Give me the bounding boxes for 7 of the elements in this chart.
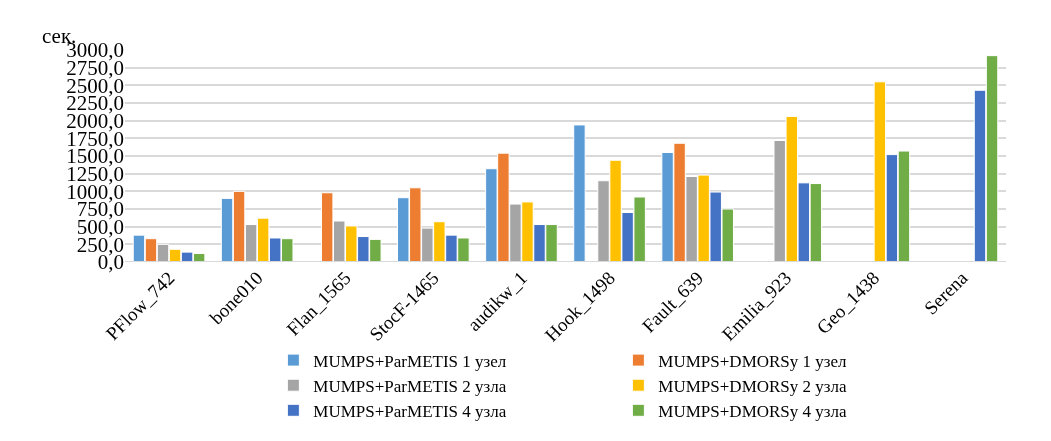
legend-label: MUMPS+DMORSy 2 узла — [658, 376, 848, 396]
bar — [573, 124, 586, 262]
legend-label: MUMPS+ParMETIS 1 узел — [313, 351, 507, 371]
legend-label: MUMPS+ParMETIS 2 узла — [313, 376, 507, 396]
legend-label: MUMPS+DMORSy 1 узел — [658, 351, 848, 371]
legend-label: MUMPS+DMORSy 4 узла — [658, 401, 848, 421]
legend-label: MUMPS+ParMETIS 4 узла — [313, 401, 507, 421]
